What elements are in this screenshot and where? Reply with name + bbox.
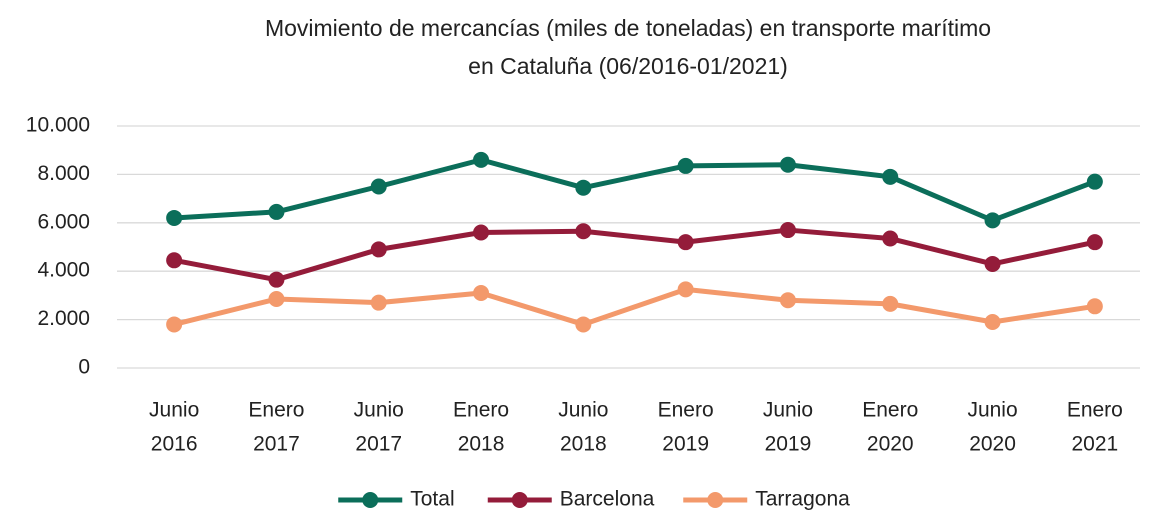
data-point [1086,298,1103,315]
data-point [370,241,387,258]
x-tick-label: Enero [248,399,304,422]
data-point [166,316,183,333]
data-point [370,294,387,311]
data-point [882,230,899,247]
data-point [882,168,899,185]
data-point [268,271,285,288]
x-tick-label: 2017 [355,433,402,456]
y-tick-label: 8.000 [37,162,90,185]
data-point [473,151,490,168]
y-tick-label: 10.000 [26,114,90,137]
y-tick-label: 2.000 [37,307,90,330]
y-tick-label: 0 [78,356,90,379]
data-point [166,252,183,269]
x-tick-label: 2018 [458,433,505,456]
x-tick-label: Enero [658,399,714,422]
data-point [268,203,285,220]
data-point [268,291,285,308]
series-line [173,286,1096,327]
data-point [575,179,592,196]
x-tick-label: Enero [453,399,509,422]
x-tick-label: 2021 [1071,433,1118,456]
x-tick-label: 2019 [662,433,709,456]
x-tick-label: Enero [862,399,918,422]
data-point [779,292,796,309]
data-point [779,156,796,173]
legend-label: Tarragona [755,488,850,511]
x-tick-label: Junio [354,399,404,422]
y-tick-label: 6.000 [37,210,90,233]
legend-marker [511,492,528,508]
data-point [984,255,1001,272]
data-point [984,212,1001,229]
data-point [473,224,490,241]
data-point [677,234,694,251]
x-tick-label: Enero [1067,399,1123,422]
data-point [882,295,899,312]
y-tick-label: 4.000 [37,259,90,282]
x-tick-label: 2016 [151,433,198,456]
data-point [166,209,183,226]
data-point [1086,173,1103,190]
x-tick-label: Junio [763,399,813,422]
legend-label: Barcelona [560,488,655,511]
data-point [1086,234,1103,251]
data-point [779,222,796,239]
x-tick-label: 2020 [867,433,914,456]
legend-marker [707,492,724,508]
data-point [984,314,1001,331]
chart-title: en Cataluña (06/2016-01/2021) [468,53,788,79]
x-tick-label: Junio [967,399,1017,422]
series-line [174,157,1096,223]
x-tick-label: Junio [149,399,199,422]
x-tick-label: 2017 [253,433,300,456]
data-point [677,281,694,298]
data-point [473,284,490,301]
data-point [575,316,592,333]
data-point [575,223,592,240]
chart-title: Movimiento de mercancías (miles de tonel… [265,15,991,41]
legend-marker [362,492,379,508]
x-tick-label: 2018 [560,433,607,456]
x-tick-label: 2020 [969,433,1016,456]
x-tick-label: 2019 [765,433,812,456]
data-point [370,178,387,195]
data-point [677,157,694,174]
series-line [173,227,1096,283]
legend-label: Total [410,488,454,511]
x-tick-label: Junio [558,399,608,422]
